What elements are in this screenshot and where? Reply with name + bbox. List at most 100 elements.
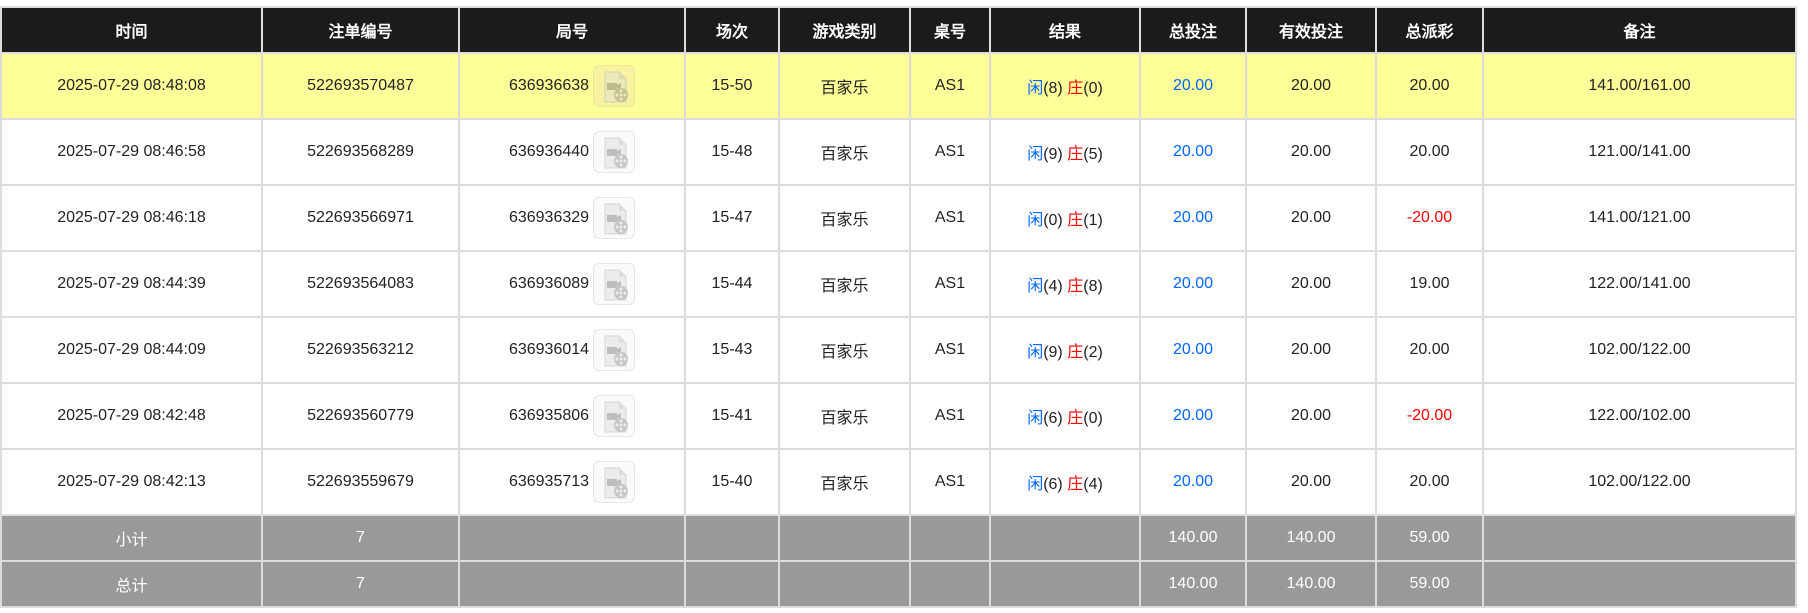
game-type: 百家乐 [778,52,911,120]
grand-total-row: 总计 7 140.00 140.00 59.00 [0,560,1797,608]
note: 122.00/102.00 [1482,382,1797,450]
column-header: 场次 [684,6,780,54]
round-cell: 636936014 [458,316,686,384]
valid-bet: 20.00 [1245,448,1377,516]
payout: -20.00 [1375,382,1484,450]
round-number: 636935806 [508,407,590,425]
total-bet: 20.00 [1139,448,1247,516]
payout: 19.00 [1375,250,1484,318]
player-label: 闲 [1027,344,1044,361]
video-replay-icon[interactable] [593,131,636,173]
round-number: 636936440 [508,143,590,161]
round-number: 636936089 [508,275,590,293]
note: 122.00/141.00 [1482,250,1797,318]
note: 121.00/141.00 [1482,118,1797,186]
result: 闲(8) 庄(0) [989,52,1141,120]
table-id: AS1 [909,316,991,384]
player-score: (6) [1043,410,1063,427]
player-label: 闲 [1027,212,1044,229]
video-replay-icon[interactable] [593,461,636,503]
payout: 20.00 [1375,52,1484,120]
column-header: 结果 [989,6,1141,54]
video-replay-icon[interactable] [593,197,636,239]
shoe-number: 15-48 [684,118,780,186]
bet-time: 2025-07-29 08:44:39 [0,250,263,318]
grand-total-valid: 140.00 [1245,560,1377,608]
column-header: 有效投注 [1245,6,1377,54]
player-score: (4) [1043,278,1063,295]
result: 闲(4) 庄(8) [989,250,1141,318]
table-row: 2025-07-29 08:42:48 522693560779 6369358… [0,382,1797,450]
column-header: 时间 [0,6,263,54]
table-row: 2025-07-29 08:46:18 522693566971 6369363… [0,184,1797,252]
table-id: AS1 [909,118,991,186]
round-cell: 636935713 [458,448,686,516]
video-replay-icon[interactable] [593,65,636,107]
game-type: 百家乐 [778,118,911,186]
valid-bet: 20.00 [1245,52,1377,120]
payout: 20.00 [1375,118,1484,186]
column-header: 总投注 [1139,6,1247,54]
table-row: 2025-07-29 08:44:39 522693564083 6369360… [0,250,1797,318]
game-type: 百家乐 [778,382,911,450]
payout: 20.00 [1375,316,1484,384]
valid-bet: 20.00 [1245,382,1377,450]
bet-id: 522693570487 [261,52,460,120]
bet-time: 2025-07-29 08:44:09 [0,316,263,384]
player-label: 闲 [1027,278,1044,295]
valid-bet: 20.00 [1245,250,1377,318]
game-type: 百家乐 [778,316,911,384]
player-score: (8) [1043,80,1063,97]
round-number: 636935713 [508,473,590,491]
shoe-number: 15-43 [684,316,780,384]
bet-id: 522693560779 [261,382,460,450]
column-header: 桌号 [909,6,991,54]
player-label: 闲 [1027,476,1044,493]
banker-score: (8) [1083,278,1103,295]
note: 102.00/122.00 [1482,316,1797,384]
subtotal-total: 140.00 [1139,514,1247,562]
player-score: (9) [1043,146,1063,163]
round-cell: 636935806 [458,382,686,450]
payout: -20.00 [1375,184,1484,252]
banker-score: (4) [1083,476,1103,493]
column-header: 局号 [458,6,686,54]
banker-score: (0) [1083,410,1103,427]
total-bet: 20.00 [1139,250,1247,318]
video-replay-icon[interactable] [593,329,636,371]
round-number: 636936329 [508,209,590,227]
subtotal-row: 小计 7 140.00 140.00 59.00 [0,514,1797,562]
banker-label: 庄 [1067,146,1084,163]
subtotal-valid: 140.00 [1245,514,1377,562]
banker-label: 庄 [1067,476,1084,493]
banker-score: (1) [1083,212,1103,229]
player-score: (6) [1043,476,1063,493]
table-id: AS1 [909,52,991,120]
column-header: 备注 [1482,6,1797,54]
grand-total-total: 140.00 [1139,560,1247,608]
result: 闲(6) 庄(0) [989,382,1141,450]
shoe-number: 15-40 [684,448,780,516]
video-replay-icon[interactable] [593,395,636,437]
grand-total-payout: 59.00 [1375,560,1484,608]
subtotal-count: 7 [261,514,460,562]
column-header: 注单编号 [261,6,460,54]
video-replay-icon[interactable] [593,263,636,305]
payout: 20.00 [1375,448,1484,516]
table-row: 2025-07-29 08:44:09 522693563212 6369360… [0,316,1797,384]
result: 闲(9) 庄(5) [989,118,1141,186]
bet-time: 2025-07-29 08:46:18 [0,184,263,252]
banker-score: (0) [1083,80,1103,97]
bet-time: 2025-07-29 08:46:58 [0,118,263,186]
banker-label: 庄 [1067,344,1084,361]
valid-bet: 20.00 [1245,316,1377,384]
bet-time: 2025-07-29 08:42:13 [0,448,263,516]
total-bet: 20.00 [1139,52,1247,120]
total-bet: 20.00 [1139,184,1247,252]
table-header-row: 时间 注单编号 局号 场次 游戏类别 桌号 结果 总投注 有效投注 总派彩 备注 [0,6,1797,54]
game-type: 百家乐 [778,448,911,516]
bet-id: 522693559679 [261,448,460,516]
bet-id: 522693566971 [261,184,460,252]
round-cell: 636936329 [458,184,686,252]
result: 闲(6) 庄(4) [989,448,1141,516]
